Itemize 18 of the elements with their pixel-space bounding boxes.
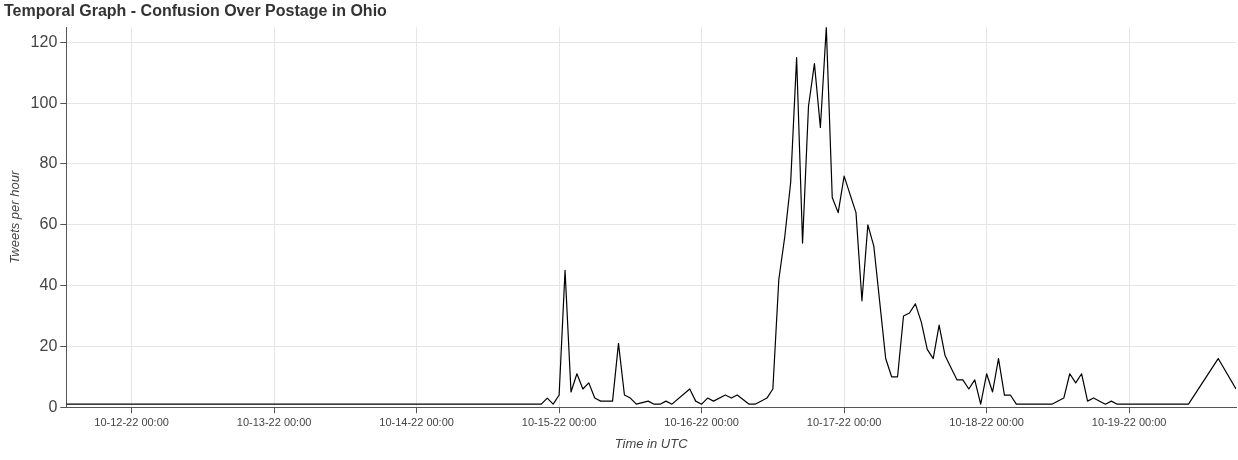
- x-axis-title: Time in UTC: [614, 435, 689, 451]
- x-tick-label: 10-15-22 00:00: [521, 415, 597, 428]
- x-tick-label: 10-17-22 00:00: [806, 415, 882, 428]
- y-axis-title: Tweets per hour: [7, 170, 23, 264]
- x-tick-label: 10-18-22 00:00: [949, 415, 1024, 428]
- y-tick-label: 100: [30, 93, 58, 111]
- y-tick-label: 60: [39, 215, 58, 233]
- chart-title: Temporal Graph - Confusion Over Postage in Ohio: [4, 2, 388, 20]
- x-tick-label: 10-12-22 00:00: [94, 415, 169, 428]
- y-tick-label: 0: [48, 397, 58, 415]
- y-tick-label: 20: [39, 336, 58, 354]
- x-tick-label: 10-13-22 00:00: [236, 415, 312, 428]
- x-tick-label: 10-16-22 00:00: [664, 415, 739, 428]
- y-tick-label: 120: [30, 32, 58, 50]
- y-tick-label: 40: [39, 276, 58, 294]
- x-tick-label: 10-19-22 00:00: [1091, 415, 1167, 428]
- y-tick-label: 80: [39, 154, 58, 172]
- x-tick-label: 10-14-22 00:00: [379, 415, 454, 428]
